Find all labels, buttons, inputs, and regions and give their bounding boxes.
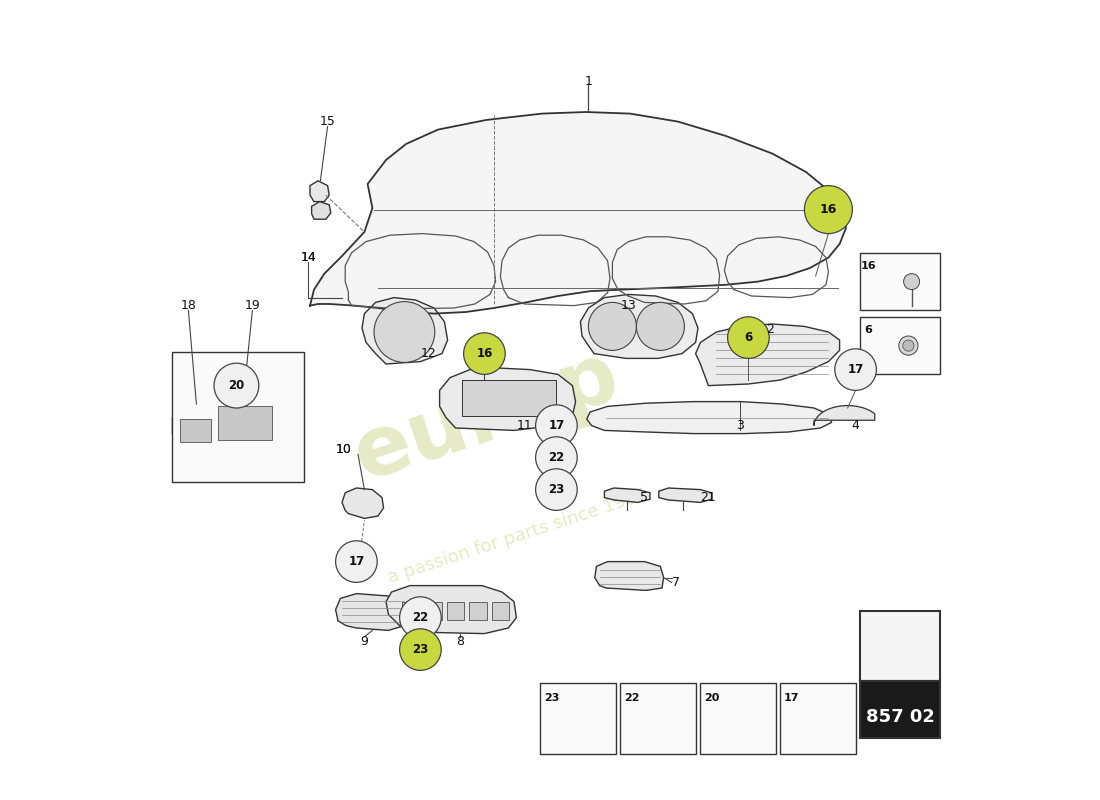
Text: 9: 9 [361,635,368,648]
Circle shape [804,186,853,234]
Polygon shape [581,294,698,358]
Text: a passion for parts since 1985: a passion for parts since 1985 [386,486,650,586]
Text: 10: 10 [336,443,352,456]
Circle shape [463,333,505,374]
Text: 16: 16 [820,203,837,216]
Circle shape [536,469,578,510]
Text: 2: 2 [766,323,774,336]
Bar [462,380,557,416]
Polygon shape [586,402,832,434]
Polygon shape [311,202,331,219]
Text: 22: 22 [548,451,564,464]
Text: 23: 23 [548,483,564,496]
Polygon shape [199,388,285,460]
Bar [492,602,509,620]
Text: 23: 23 [543,693,559,702]
Bar [860,317,940,374]
Bar [402,602,419,620]
Text: 11: 11 [517,419,532,432]
Text: 18: 18 [180,299,196,312]
Bar [780,683,857,754]
Circle shape [336,541,377,582]
Text: 12: 12 [420,347,437,360]
Circle shape [536,405,578,446]
Polygon shape [310,181,329,202]
Text: 20: 20 [229,379,244,392]
Text: 17: 17 [548,419,564,432]
Text: 13: 13 [620,299,636,312]
Circle shape [536,437,578,478]
Polygon shape [173,404,220,452]
Polygon shape [604,488,650,502]
Polygon shape [244,458,262,468]
Circle shape [374,302,434,362]
Text: 17: 17 [349,555,364,568]
Bar [425,602,442,620]
Polygon shape [659,488,712,502]
Polygon shape [386,586,516,634]
Circle shape [399,629,441,670]
Circle shape [903,340,914,351]
Circle shape [588,302,637,350]
Bar [218,406,273,440]
Text: 19: 19 [244,299,261,312]
Text: 15: 15 [320,115,336,128]
Text: 3: 3 [737,419,745,432]
Circle shape [835,349,877,390]
Text: 14: 14 [300,251,317,264]
Text: 8: 8 [456,635,464,648]
Circle shape [214,363,258,408]
Bar [860,611,940,681]
Text: 21: 21 [701,491,716,504]
Bar [172,352,304,482]
Text: 16: 16 [860,261,877,270]
Text: 5: 5 [640,491,648,504]
Text: 17: 17 [847,363,864,376]
Polygon shape [695,324,839,386]
Text: europ: europ [343,335,629,497]
Bar [470,602,487,620]
Text: 20: 20 [704,693,719,702]
Circle shape [727,317,769,358]
Bar [860,253,940,310]
Text: 22: 22 [412,611,429,624]
Polygon shape [336,594,408,630]
Bar [540,683,616,754]
Circle shape [903,274,920,290]
Text: 23: 23 [412,643,429,656]
Polygon shape [595,562,663,590]
Text: 14: 14 [300,251,317,264]
Text: 857 02: 857 02 [866,708,935,726]
Polygon shape [310,112,846,314]
Circle shape [399,597,441,638]
Polygon shape [440,368,575,430]
Polygon shape [362,298,448,364]
Polygon shape [342,488,384,518]
Text: 1: 1 [584,75,592,88]
Bar [180,419,211,442]
Bar [447,602,464,620]
Circle shape [637,302,684,350]
Bar [620,683,696,754]
Circle shape [899,336,918,355]
Text: 6: 6 [745,331,752,344]
Bar [701,683,777,754]
Text: 22: 22 [624,693,639,702]
Polygon shape [868,618,933,664]
Text: 17: 17 [784,693,800,702]
Text: 4: 4 [851,419,859,432]
Text: 10: 10 [336,443,352,456]
Text: 16: 16 [476,347,493,360]
Polygon shape [814,406,874,426]
Text: 7: 7 [672,576,681,589]
Text: 6: 6 [865,325,872,334]
Bar [860,681,940,738]
